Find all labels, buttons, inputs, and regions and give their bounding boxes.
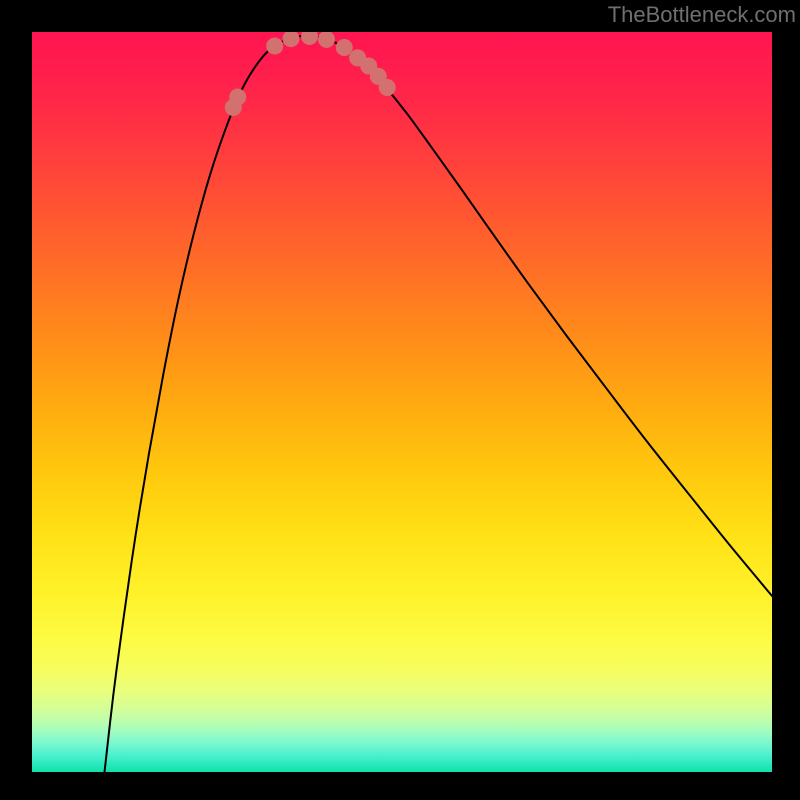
plot-background-gradient [32, 32, 772, 772]
watermark-text: TheBottleneck.com [608, 2, 796, 28]
chart-frame: TheBottleneck.com [0, 0, 800, 800]
marker-point [379, 79, 396, 96]
marker-point [336, 39, 353, 56]
marker-point [283, 30, 300, 47]
chart-svg [0, 0, 800, 800]
marker-point [318, 31, 335, 48]
marker-point [266, 38, 283, 55]
marker-point [229, 89, 246, 106]
